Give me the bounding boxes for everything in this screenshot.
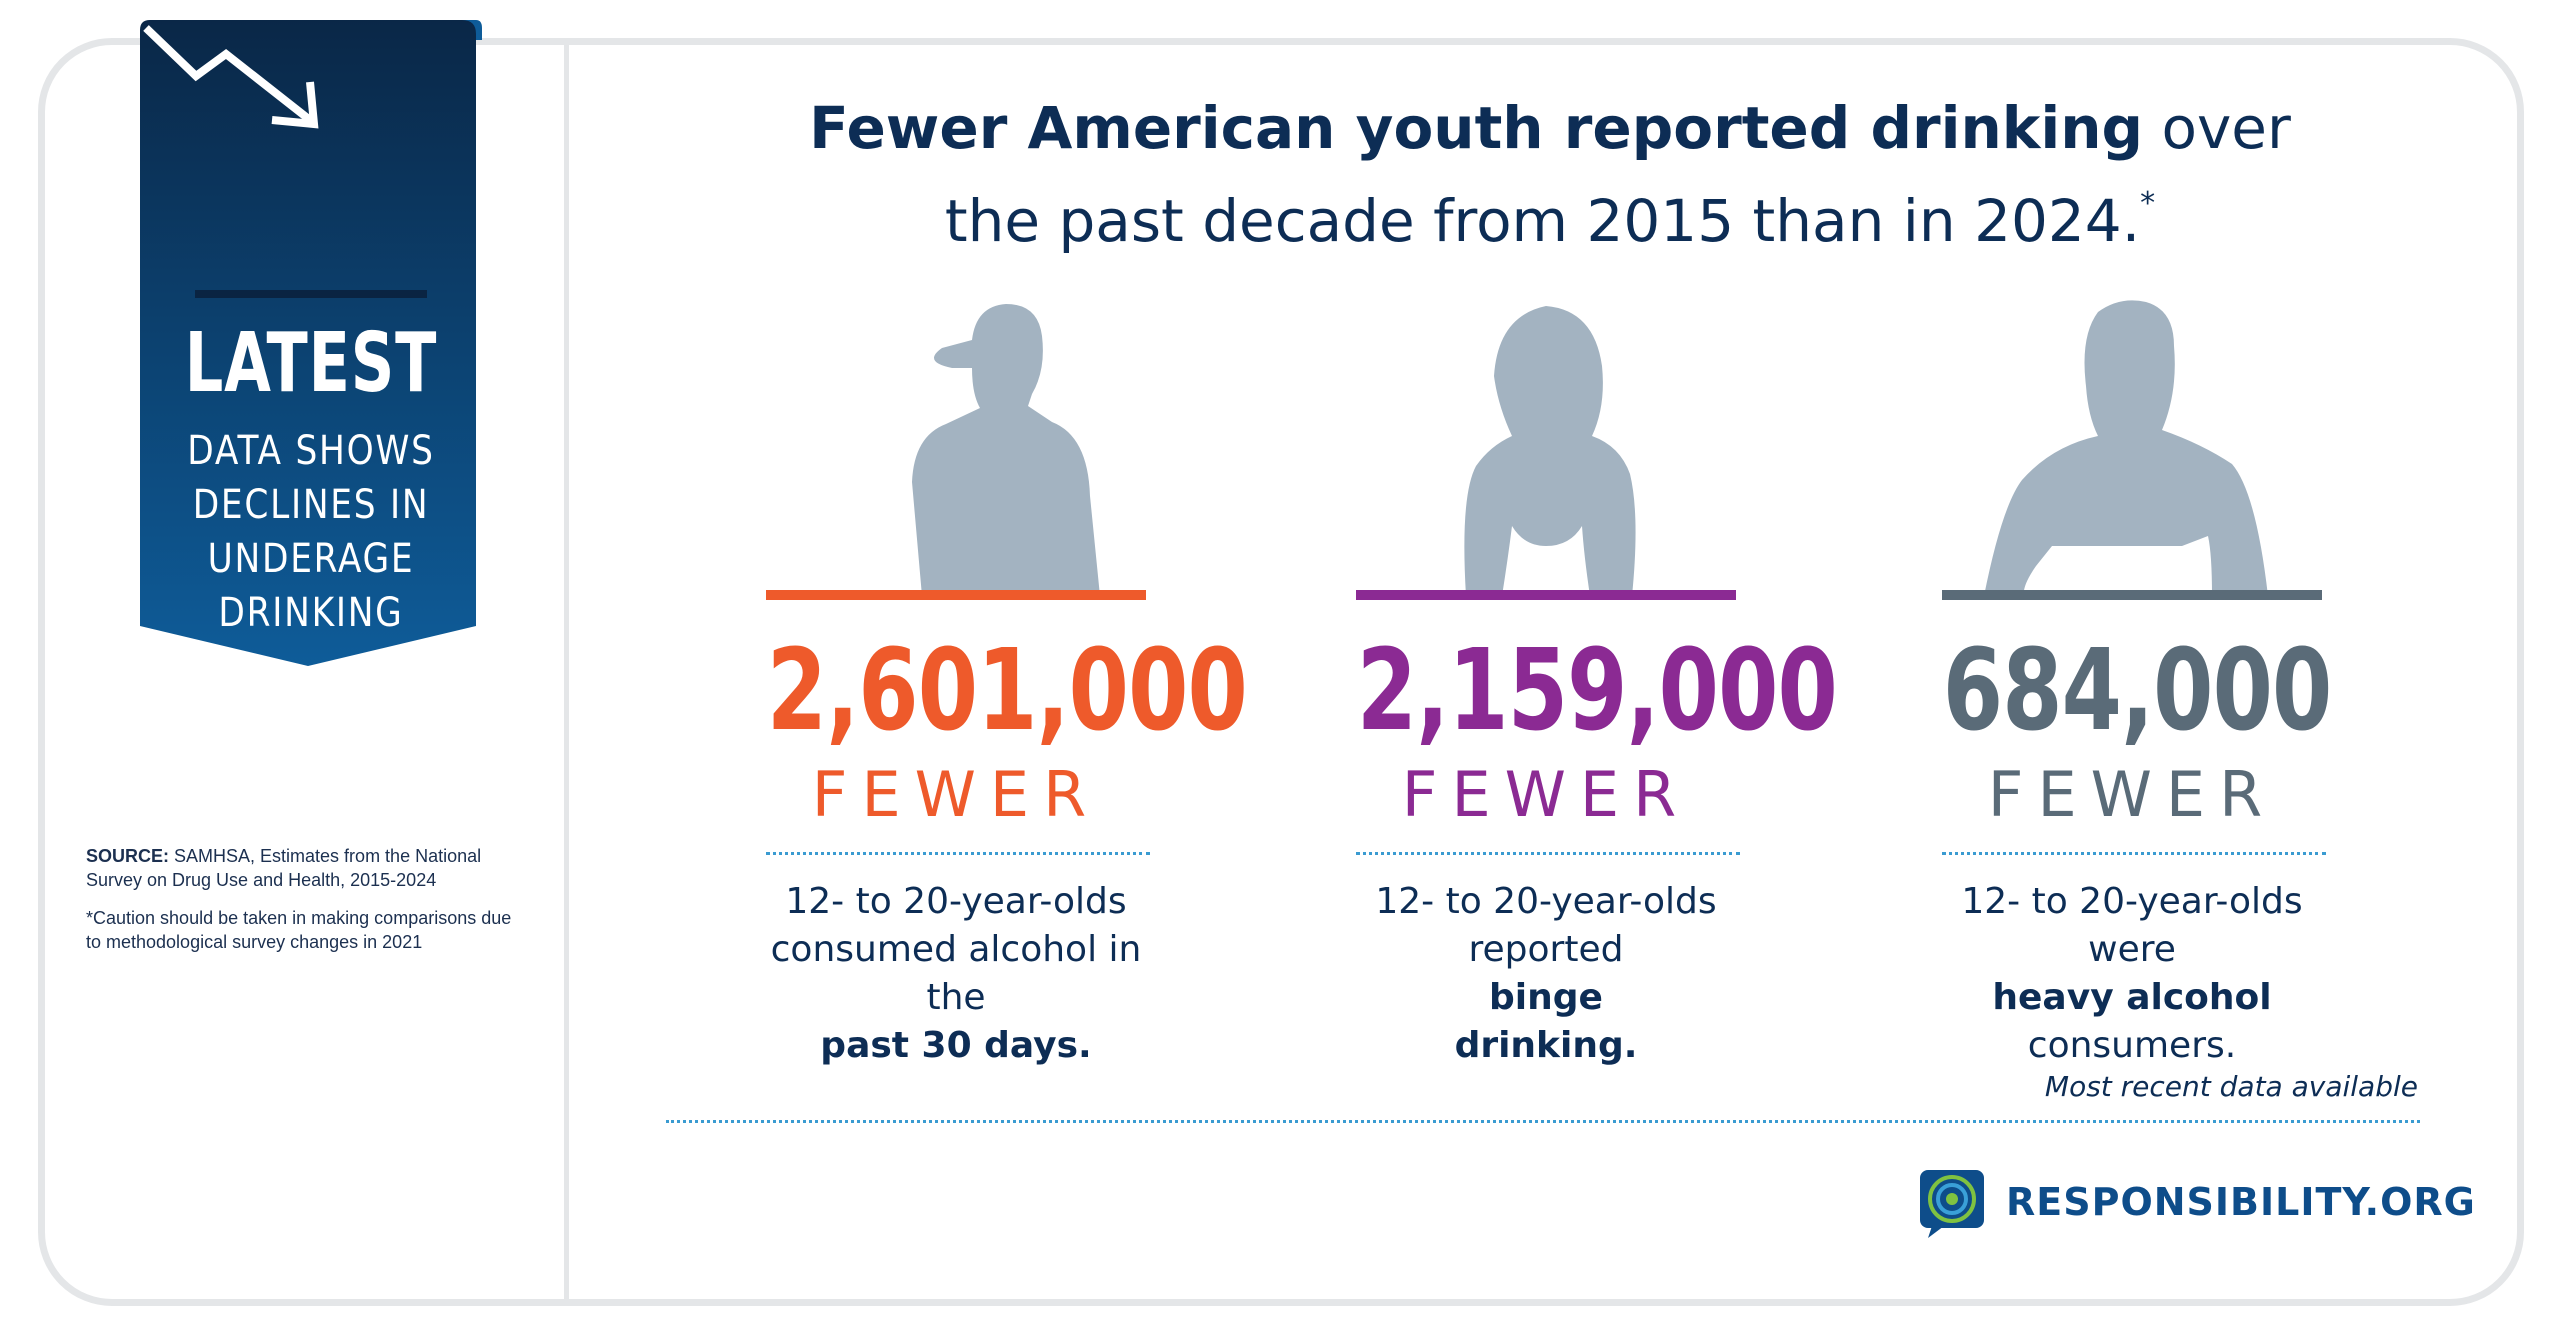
banner-subtitle-line: DECLINES IN [192, 482, 430, 528]
desc-line: consumers. [2027, 1025, 2237, 1066]
stat-number: 2,159,000 [1356, 626, 1838, 756]
source-text: SAMHSA, Estimates from the National Surv… [86, 846, 482, 890]
stat-label: FEWER [811, 758, 1101, 831]
banner-shape [140, 20, 482, 666]
stat-dotted-rule [1942, 852, 2326, 855]
footer-dotted-rule [666, 1120, 2420, 1123]
desc-line: 12- to 20-year-olds [1961, 881, 2303, 922]
desc-bold: past 30 days. [820, 1025, 1092, 1066]
recent-data-note: Most recent data available [2044, 1070, 2418, 1103]
stat-bar [1356, 590, 1736, 600]
headline: Fewer American youth reported drinking o… [700, 90, 2400, 259]
caution-note: *Caution should be taken in making compa… [86, 908, 512, 952]
stat-bar [1942, 590, 2322, 600]
banner-subtitle-line: DATA SHOWS [187, 428, 435, 474]
desc-plain: were [2088, 929, 2176, 970]
stat-label: FEWER [1401, 758, 1691, 831]
brand-name: RESPONSIBILITY.ORG [2006, 1180, 2476, 1224]
stat-bar [766, 590, 1146, 600]
stat-description: 12- to 20-year-olds reported binge drink… [1326, 878, 1766, 1070]
source-note: SOURCE: SAMHSA, Estimates from the Natio… [86, 844, 526, 954]
stat-dotted-rule [1356, 852, 1740, 855]
trending-down-icon [143, 25, 319, 129]
banner-subtitle: DATA SHOWS DECLINES IN UNDERAGE DRINKING [164, 424, 458, 640]
banner-title: LATEST [184, 316, 438, 411]
desc-plain: reported [1468, 929, 1624, 970]
responsibility-logo-icon [1920, 1170, 1984, 1238]
young-man-silhouette-icon [1984, 300, 2268, 596]
stat-dotted-rule [766, 852, 1150, 855]
desc-bold: drinking. [1454, 1025, 1638, 1066]
desc-line: 12- to 20-year-olds [1375, 881, 1717, 922]
headline-line2: the past decade from 2015 than in 2024. [944, 187, 2141, 255]
vertical-divider [564, 45, 569, 1299]
desc-bold: binge [1489, 977, 1603, 1018]
footnote-mark: * [2140, 186, 2156, 221]
source-label: SOURCE: [86, 846, 170, 866]
banner-subtitle-line: DRINKING [218, 590, 404, 636]
stat-label: FEWER [1987, 758, 2277, 831]
stat-description: 12- to 20-year-olds consumed alcohol in … [736, 878, 1176, 1070]
banner-rule [195, 290, 427, 298]
girl-silhouette-icon [1464, 306, 1636, 596]
desc-line: consumed alcohol in the [770, 929, 1142, 1018]
boy-with-cap-silhouette-icon [912, 304, 1100, 596]
stat-description: 12- to 20-year-olds were heavy alcohol c… [1912, 878, 2352, 1070]
desc-bold: heavy alcohol [1992, 977, 2272, 1018]
stat-number: 2,601,000 [766, 626, 1248, 756]
headline-bold: Fewer American youth reported drinking [809, 94, 2144, 162]
stat-number: 684,000 [1942, 626, 2333, 756]
latest-banner: LATEST DATA SHOWS DECLINES IN UNDERAGE D… [140, 20, 482, 666]
headline-rest: over [2143, 94, 2291, 162]
banner-subtitle-line: UNDERAGE [207, 536, 415, 582]
desc-line: 12- to 20-year-olds [785, 881, 1127, 922]
